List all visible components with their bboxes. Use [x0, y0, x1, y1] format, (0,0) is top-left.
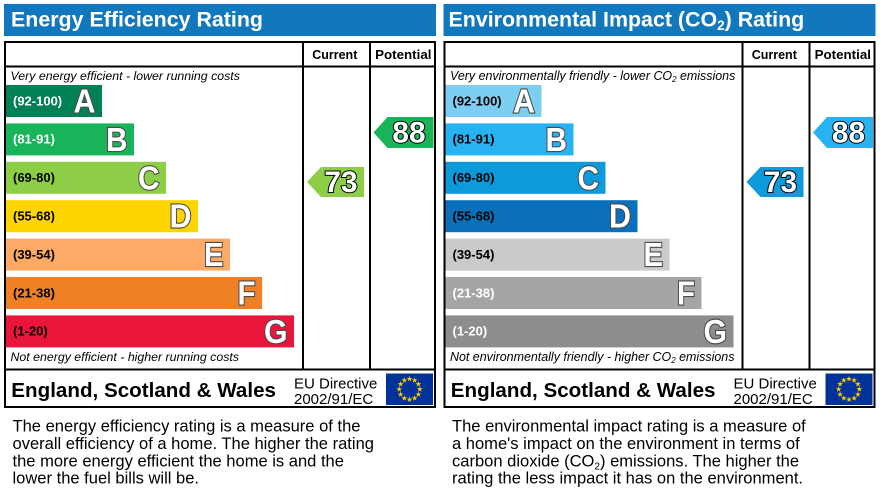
svg-text:carbon dioxide (CO2) emissions: carbon dioxide (CO2) emissions. The high…	[452, 451, 799, 472]
svg-text:F: F	[677, 275, 695, 312]
svg-text:(55-68): (55-68)	[13, 209, 55, 224]
svg-text:(81-91): (81-91)	[453, 132, 495, 147]
svg-text:B: B	[546, 121, 568, 158]
svg-text:(92-100): (92-100)	[453, 93, 502, 108]
svg-text:G: G	[264, 313, 288, 350]
svg-text:88: 88	[832, 117, 865, 150]
svg-text:C: C	[138, 159, 160, 196]
svg-text:G: G	[704, 313, 728, 350]
svg-text:88: 88	[392, 117, 425, 150]
svg-text:D: D	[609, 198, 631, 235]
svg-text:2002/91/EC: 2002/91/EC	[294, 391, 373, 408]
svg-text:Very environmentally friendly: Very environmentally friendly - lower CO…	[450, 69, 735, 84]
svg-text:Energy Efficiency Rating: Energy Efficiency Rating	[11, 8, 263, 32]
svg-text:England, Scotland & Wales: England, Scotland & Wales	[451, 379, 716, 402]
svg-text:B: B	[106, 121, 128, 158]
svg-text:Environmental Impact (CO2) Rat: Environmental Impact (CO2) Rating	[449, 8, 805, 34]
svg-text:Potential: Potential	[815, 47, 871, 62]
svg-text:(69-80): (69-80)	[453, 170, 495, 185]
svg-text:2002/91/EC: 2002/91/EC	[734, 391, 813, 408]
svg-text:C: C	[578, 159, 600, 196]
svg-text:Very energy efficient - lower: Very energy efficient - lower running co…	[11, 69, 240, 83]
svg-text:Not environmentally friendly -: Not environmentally friendly - higher CO…	[450, 350, 734, 365]
svg-text:rating the less impact it has: rating the less impact it has on the env…	[452, 469, 803, 488]
svg-text:The environmental impact ratin: The environmental impact rating is a mea…	[452, 417, 806, 436]
svg-text:E: E	[204, 236, 224, 273]
svg-text:EU Directive: EU Directive	[294, 375, 377, 392]
svg-text:a home's impact on the environ: a home's impact on the environment in te…	[452, 434, 800, 453]
svg-text:A: A	[513, 83, 535, 120]
svg-text:F: F	[238, 275, 256, 312]
svg-text:E: E	[644, 236, 664, 273]
svg-text:(39-54): (39-54)	[13, 247, 55, 262]
svg-text:Potential: Potential	[375, 47, 431, 62]
svg-text:(81-91): (81-91)	[13, 132, 55, 147]
svg-text:lower the fuel bills will be.: lower the fuel bills will be.	[13, 469, 200, 488]
svg-text:(92-100): (92-100)	[13, 93, 62, 108]
svg-text:73: 73	[764, 166, 797, 199]
svg-text:Not energy efficient - higher: Not energy efficient - higher running co…	[11, 350, 239, 364]
svg-text:(55-68): (55-68)	[453, 209, 495, 224]
svg-text:EU Directive: EU Directive	[734, 375, 817, 392]
svg-text:A: A	[74, 83, 96, 120]
svg-text:(21-38): (21-38)	[13, 285, 55, 300]
svg-text:D: D	[170, 198, 192, 235]
svg-text:(21-38): (21-38)	[453, 285, 495, 300]
svg-text:The energy efficiency rating i: The energy efficiency rating is a measur…	[13, 417, 361, 436]
svg-text:the more energy efficient the: the more energy efficient the home is an…	[13, 451, 344, 470]
svg-text:overall efficiency of a home.: overall efficiency of a home. The higher…	[13, 434, 374, 453]
svg-text:Current: Current	[312, 48, 358, 62]
svg-text:73: 73	[324, 166, 357, 199]
svg-text:England, Scotland & Wales: England, Scotland & Wales	[11, 379, 276, 402]
svg-text:(1-20): (1-20)	[453, 324, 488, 339]
svg-text:(1-20): (1-20)	[13, 324, 48, 339]
svg-text:(39-54): (39-54)	[453, 247, 495, 262]
svg-text:Current: Current	[752, 48, 798, 62]
svg-text:(69-80): (69-80)	[13, 170, 55, 185]
